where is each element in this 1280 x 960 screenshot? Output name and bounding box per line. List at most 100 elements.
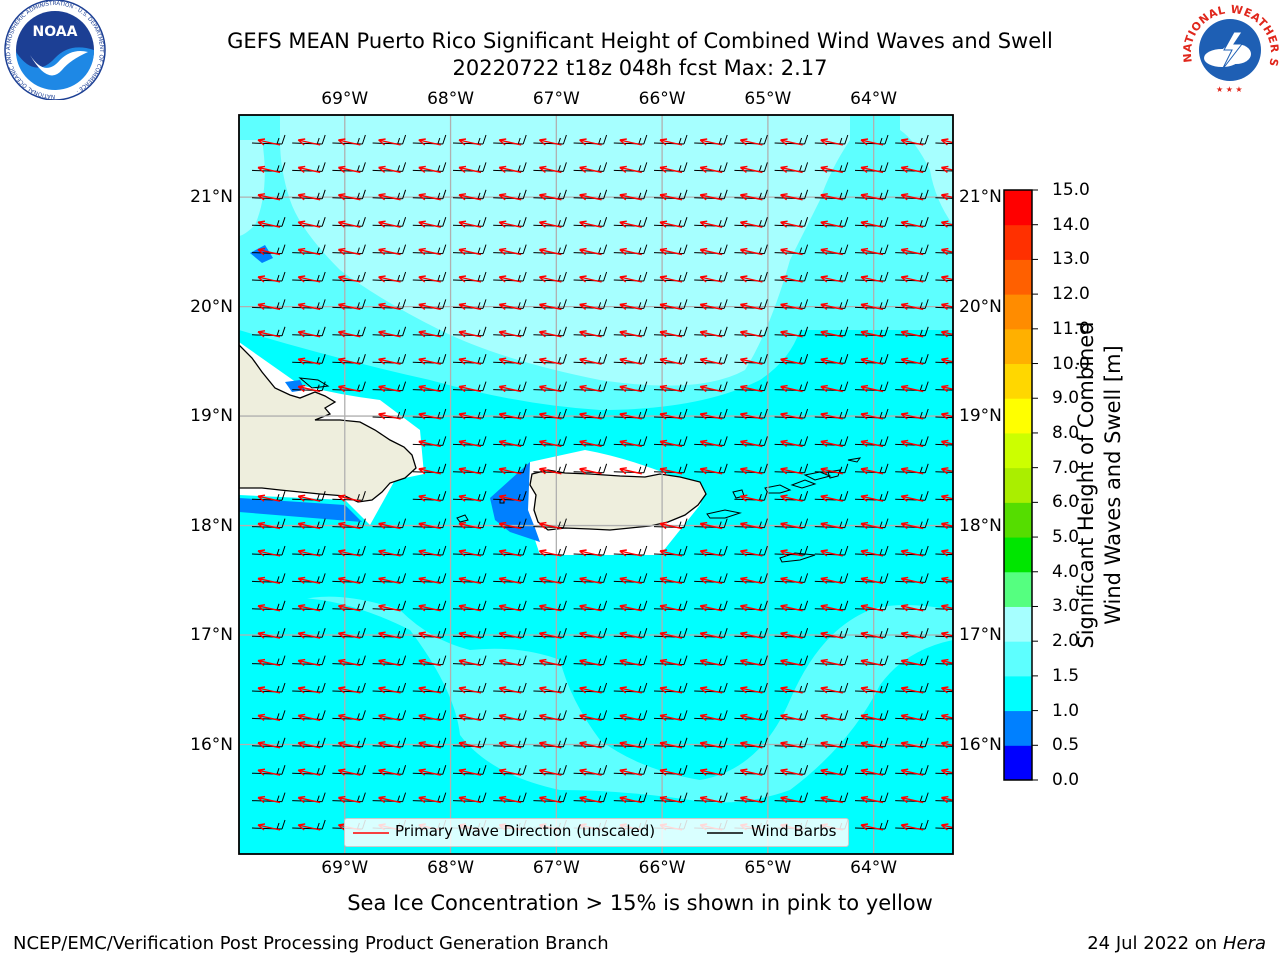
field-glyph-297: [694, 600, 728, 612]
wave-arrow-380: [418, 741, 441, 749]
field-glyph-246: [814, 518, 849, 530]
field-glyph-214: [653, 463, 688, 475]
field-glyph-358: [251, 710, 286, 722]
field-glyph-29: [653, 162, 688, 174]
wave-arrow-176: [860, 384, 884, 393]
wave-arrow-199: [619, 439, 642, 448]
wave-arrow-2: [297, 138, 321, 146]
field-glyph-343: [372, 682, 407, 694]
wave-arrow-131: [418, 330, 441, 338]
wave-arrow-21: [337, 165, 361, 174]
land-hispaniola-islet: [298, 377, 330, 389]
wave-arrow-77: [418, 247, 441, 256]
field-glyph-356: [895, 682, 929, 694]
field-glyph-414: [332, 792, 366, 804]
field-glyph-259: [613, 545, 648, 557]
wave-arrow-138: [699, 330, 723, 338]
wave-arrow-261: [699, 549, 723, 557]
wave-arrow-75: [337, 247, 361, 256]
wind-barb-207: [935, 443, 953, 446]
field-glyph-347: [533, 682, 567, 694]
wave-arrow-188: [739, 412, 763, 420]
wave-arrow-431: [297, 823, 321, 831]
field-glyph-425: [774, 792, 809, 804]
wave-arrow-354: [820, 686, 843, 694]
lat-label-left-3: 19°N: [190, 406, 233, 427]
wave-arrow-428: [900, 795, 924, 804]
field-glyph-60: [452, 217, 487, 228]
wave-arrow-154: [659, 357, 683, 365]
wave-arrow-127: [257, 330, 281, 338]
wave-arrow-377: [297, 741, 321, 749]
field-glyph-431: [292, 819, 326, 831]
wave-arrow-117: [579, 302, 602, 311]
wave-arrow-244: [739, 521, 763, 530]
field-glyph-81: [573, 244, 608, 256]
svg-text:★ ★ ★: ★ ★ ★: [1216, 85, 1243, 94]
field-glyph-7: [493, 134, 527, 146]
field-glyph-224: [332, 491, 366, 502]
field-glyph-127: [251, 326, 286, 338]
wave-arrow-173: [739, 384, 763, 393]
wave-arrow-109: [257, 302, 281, 311]
wave-arrow-122: [780, 302, 803, 311]
field-glyph-13: [734, 134, 768, 146]
field-glyph-97: [493, 271, 527, 283]
wave-arrow-82: [619, 247, 642, 256]
wave-arrow-322: [257, 658, 281, 667]
wave-arrow-146: [337, 357, 361, 365]
wave-arrow-237: [378, 521, 401, 530]
wave-arrow-196: [498, 439, 522, 448]
wave-arrow-297: [699, 604, 723, 612]
field-glyph-390: [814, 737, 849, 749]
wave-arrow-299: [780, 604, 803, 612]
field-glyph-170: [613, 381, 648, 393]
field-glyph-181: [452, 408, 487, 420]
wave-arrow-46: [619, 193, 642, 201]
wave-arrow-256: [498, 549, 522, 557]
field-glyph-45: [573, 189, 608, 201]
wave-arrow-42: [458, 193, 482, 201]
wave-arrow-425: [780, 795, 803, 804]
wave-arrow-416: [418, 795, 441, 804]
wave-arrow-6: [458, 138, 482, 146]
field-glyph-328: [493, 655, 527, 667]
field-glyph-229: [774, 491, 809, 502]
field-glyph-103: [734, 271, 768, 283]
field-glyph-157: [774, 354, 809, 365]
field-glyph-342: [332, 682, 366, 694]
field-glyph-158: [814, 354, 849, 365]
wind-barb-161: [935, 361, 953, 364]
field-glyph-266: [895, 545, 929, 557]
wave-arrow-413: [297, 795, 321, 804]
noaa-logo-text: NOAA: [33, 24, 78, 40]
wave-arrow-19: [257, 165, 281, 174]
wave-arrow-283: [860, 576, 884, 585]
wave-arrow-316: [739, 631, 763, 639]
field-glyph-286: [251, 600, 286, 612]
wave-arrow-236: [337, 521, 361, 530]
field-glyph-118: [613, 299, 648, 311]
wave-arrow-148: [418, 357, 441, 365]
colorbar-tick-label-0: 0.0: [1052, 770, 1080, 790]
wave-arrow-306: [337, 631, 361, 639]
colorbar-segment-14: [1004, 259, 1032, 295]
wave-arrow-153: [619, 357, 642, 365]
field-glyph-133: [493, 326, 527, 338]
wave-arrow-52: [860, 193, 884, 201]
wave-arrow-427: [860, 795, 884, 804]
field-glyph-352: [734, 682, 768, 694]
field-glyph-405: [694, 765, 728, 776]
wave-arrow-172: [699, 384, 723, 393]
wave-arrow-275: [538, 576, 562, 585]
field-glyph-250: [251, 545, 286, 557]
field-glyph-15: [814, 134, 849, 146]
wave-arrow-121: [739, 302, 763, 311]
wind-barb-285: [935, 580, 953, 583]
field-glyph-282: [814, 573, 849, 585]
footer-right: 24 Jul 2022 on Hera: [1087, 933, 1266, 955]
wave-arrow-191: [860, 412, 884, 420]
colorbar-segment-0: [1004, 745, 1032, 781]
wave-arrow-59: [418, 220, 441, 228]
colorbar-tick-label-10: 8.0: [1052, 422, 1080, 443]
